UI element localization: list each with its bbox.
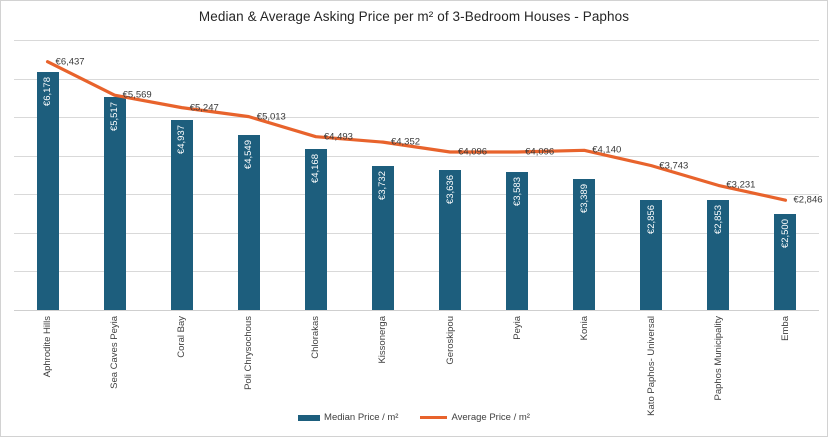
median-price-bar	[506, 171, 529, 310]
line-value-label: €4,352	[390, 136, 421, 148]
gridline	[14, 155, 819, 157]
median-price-bar	[707, 199, 730, 310]
median-bar-swatch	[298, 414, 321, 421]
median-price-bar	[774, 213, 797, 310]
x-axis-line	[14, 310, 819, 311]
median-price-bar	[103, 97, 126, 310]
chart-title: Median & Average Asking Price per m² of …	[198, 9, 630, 24]
line-value-label: €4,096	[458, 146, 488, 158]
median-price-bar	[371, 166, 394, 310]
legend-label-median: Median Price / m²	[324, 412, 399, 423]
gridline	[14, 194, 819, 196]
median-price-bar	[640, 199, 663, 310]
median-price-bar	[304, 149, 327, 310]
line-value-label: €6,437	[55, 56, 85, 68]
line-value-label: €5,013	[256, 111, 286, 123]
line-value-label: €4,096	[525, 146, 555, 158]
line-value-label: €2,846	[793, 194, 823, 206]
legend-item-average: Average Price / m²	[420, 412, 530, 423]
line-value-label: €5,569	[122, 89, 152, 101]
median-price-bar	[237, 134, 260, 310]
gridline	[14, 40, 819, 41]
legend-label-average: Average Price / m²	[451, 412, 530, 423]
median-price-bar	[439, 169, 462, 310]
line-value-label: €4,140	[592, 144, 622, 156]
average-line-swatch	[420, 416, 448, 419]
line-value-label: €3,231	[726, 179, 756, 191]
line-value-label: €5,247	[189, 102, 219, 114]
legend: Median Price / m² Average Price / m²	[1, 412, 827, 423]
line-value-label: €4,493	[323, 131, 353, 143]
gridline	[14, 117, 819, 119]
line-value-label: €3,743	[659, 160, 689, 172]
gridline	[14, 271, 819, 273]
gridline	[14, 232, 819, 234]
legend-item-median: Median Price / m²	[298, 412, 398, 423]
median-price-bar	[170, 119, 193, 310]
median-price-bar	[36, 71, 59, 310]
gridline	[14, 78, 819, 80]
median-price-bar	[573, 179, 596, 310]
